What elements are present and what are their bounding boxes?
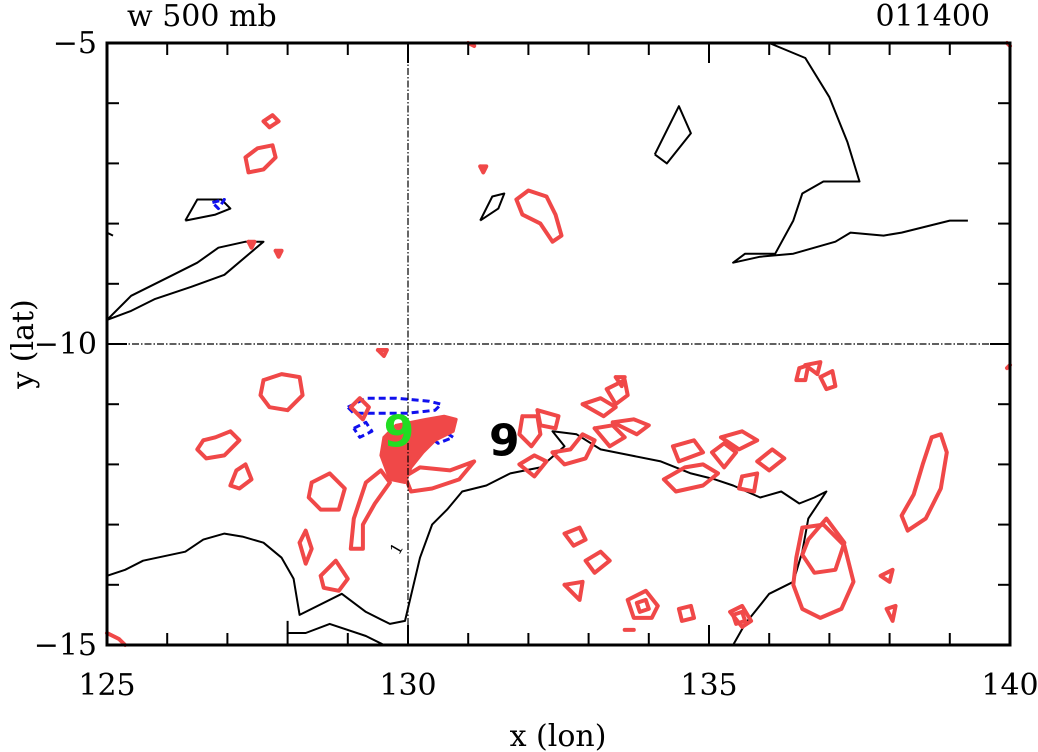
coastline <box>184 198 232 222</box>
chart-title-left: w 500 mb <box>127 0 277 34</box>
positive-contour <box>800 516 847 575</box>
y-axis-label: y (lat) <box>6 299 41 389</box>
positive-contour <box>884 603 898 623</box>
coastline <box>106 240 265 321</box>
positive-contour <box>676 603 696 623</box>
positive-contour <box>550 432 597 467</box>
axis-ticks <box>106 42 1011 646</box>
positive-contour <box>273 248 284 259</box>
positive-contour <box>535 408 561 431</box>
positive-contour <box>583 549 612 575</box>
positive-contour <box>478 164 489 175</box>
positive-contour <box>517 453 549 479</box>
positive-contour <box>348 396 371 422</box>
positive-contour <box>562 525 588 548</box>
positive-contour <box>517 414 543 449</box>
crosshair-layer <box>107 43 1010 645</box>
positive-contour-layer <box>105 41 1012 647</box>
y-tick-label: −5 <box>53 26 97 61</box>
positive-contour <box>670 438 705 464</box>
positive-contour <box>803 360 823 377</box>
positive-contour <box>375 348 389 358</box>
positive-contour <box>195 429 242 461</box>
negative-contour <box>346 396 443 415</box>
positive-contour <box>562 579 585 602</box>
positive-contour <box>661 462 720 494</box>
positive-contour <box>878 567 895 584</box>
coastline <box>479 192 506 222</box>
x-tick-labels: 125 130 135 140 <box>78 668 1038 703</box>
positive-contour <box>297 528 314 566</box>
y-tick-label: −10 <box>34 327 97 362</box>
positive-contour <box>403 459 477 494</box>
y-tick-labels: −5 −10 −15 <box>34 26 97 663</box>
positive-contour <box>755 447 787 473</box>
positive-contour <box>613 375 627 389</box>
storm-marker: 9 <box>384 406 415 457</box>
x-axis-label: x (lon) <box>510 719 607 752</box>
contour-label: 1 <box>386 540 408 558</box>
positive-contour <box>794 363 811 383</box>
positive-contour <box>737 471 760 494</box>
x-tick-label: 125 <box>78 668 135 703</box>
chart-title-right: 011400 <box>875 0 990 34</box>
negative-contour-layer <box>211 198 455 445</box>
positive-contour <box>318 558 350 593</box>
positive-contour-filled <box>379 414 458 484</box>
positive-contour <box>731 609 748 626</box>
positive-contour <box>306 471 347 512</box>
x-tick-label: 130 <box>379 668 436 703</box>
negative-contour <box>352 420 374 439</box>
coastline <box>286 620 385 646</box>
positive-contour <box>791 522 856 620</box>
y-tick-label: −15 <box>34 628 97 663</box>
positive-contour <box>258 372 305 413</box>
positive-contour <box>634 597 651 614</box>
x-tick-label: 140 <box>981 668 1038 703</box>
coastline <box>653 105 692 165</box>
positive-contour <box>105 631 128 647</box>
positive-contour <box>348 468 392 551</box>
positive-contour <box>899 432 949 533</box>
positive-contour <box>625 588 660 620</box>
coastline <box>727 42 968 264</box>
positive-contour <box>818 369 838 392</box>
positive-contour <box>592 423 627 449</box>
x-tick-label: 135 <box>680 668 737 703</box>
negative-contour <box>211 198 226 211</box>
positive-contour <box>228 462 254 491</box>
positive-contour <box>261 113 281 130</box>
positive-contour <box>243 143 278 175</box>
positive-contour <box>719 429 760 452</box>
positive-contour <box>710 441 739 470</box>
positive-contour <box>246 239 257 250</box>
positive-contour <box>514 188 564 244</box>
positive-contour <box>580 396 618 419</box>
positive-contour <box>610 417 651 437</box>
storm-marker: 9 <box>489 415 520 466</box>
